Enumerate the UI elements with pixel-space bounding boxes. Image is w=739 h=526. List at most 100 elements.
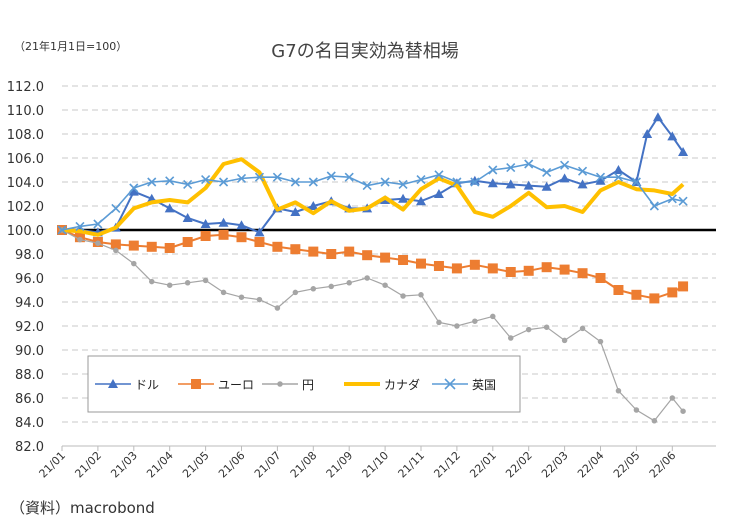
legend-label: 円 — [302, 378, 314, 392]
legend-label: 英国 — [472, 378, 496, 392]
data-point — [559, 264, 570, 275]
legend-label: ドル — [135, 378, 159, 392]
data-point — [202, 277, 209, 284]
data-point — [505, 267, 516, 277]
x-tick-label: 22/01 — [467, 449, 499, 481]
data-point — [398, 193, 409, 203]
data-point — [128, 186, 139, 196]
legend: ドル ユーロ 円 カナダ 英国 — [87, 355, 521, 413]
data-point — [344, 246, 355, 257]
data-point — [200, 231, 211, 241]
data-point — [147, 177, 157, 187]
data-point — [308, 246, 319, 257]
data-point — [77, 236, 83, 243]
data-point — [238, 294, 245, 300]
data-point — [559, 173, 570, 183]
data-point — [328, 283, 334, 290]
data-point — [506, 163, 516, 173]
data-point — [669, 395, 676, 401]
data-point — [290, 244, 301, 255]
data-point — [254, 237, 265, 247]
data-point — [678, 281, 689, 292]
data-point — [200, 219, 211, 228]
y-tick-label: 84.0 — [15, 416, 44, 431]
data-point — [451, 263, 462, 274]
data-point — [613, 165, 624, 174]
data-point — [254, 172, 265, 182]
data-point — [236, 220, 247, 230]
data-point — [680, 408, 686, 414]
data-point — [416, 175, 426, 185]
data-point — [444, 378, 456, 390]
series-カナダ — [61, 157, 685, 237]
data-point — [523, 180, 534, 190]
data-point — [218, 217, 229, 227]
data-point — [652, 112, 663, 122]
y-tick-label: 86.0 — [15, 392, 44, 407]
data-point — [272, 172, 282, 182]
data-point — [470, 177, 480, 187]
y-tick-label: 104.0 — [7, 176, 44, 191]
data-point — [631, 177, 641, 187]
legend-label: カナダ — [384, 377, 420, 392]
data-point — [218, 229, 229, 240]
data-point — [577, 268, 588, 279]
data-point — [292, 289, 299, 296]
data-point — [382, 282, 388, 288]
x-tick-label: 21/12 — [431, 449, 463, 481]
series-line — [61, 229, 684, 422]
x-tick-label: 21/07 — [252, 449, 284, 481]
data-point — [454, 323, 460, 329]
x-tick-label: 22/04 — [575, 449, 607, 481]
data-point — [108, 379, 118, 388]
data-point — [523, 265, 534, 276]
source-note: （資料）macrobond — [10, 499, 155, 517]
data-point — [277, 381, 283, 387]
data-point — [667, 287, 678, 298]
x-tick-label: 22/05 — [611, 449, 643, 481]
data-point — [667, 194, 677, 204]
data-point — [149, 278, 155, 285]
series-line — [61, 157, 685, 237]
data-point — [110, 239, 121, 250]
data-point — [93, 219, 103, 229]
y-tick-label: 88.0 — [15, 368, 44, 383]
y-tick-label: 94.0 — [15, 296, 44, 311]
data-point — [433, 189, 444, 198]
series-ユーロ — [57, 225, 689, 304]
data-point — [380, 177, 390, 187]
data-point — [649, 293, 660, 304]
data-point — [613, 285, 624, 295]
data-point — [667, 131, 678, 141]
data-point — [164, 203, 175, 213]
y-tick-label: 108.0 — [7, 128, 44, 143]
data-point — [543, 324, 550, 330]
data-point — [678, 196, 688, 206]
series-円 — [59, 227, 686, 424]
x-tick-label: 21/06 — [216, 449, 248, 481]
data-point — [182, 237, 193, 247]
y-tick-label: 98.0 — [15, 248, 44, 263]
data-point — [364, 275, 370, 281]
data-point — [490, 313, 496, 320]
y-tick-label: 102.0 — [7, 200, 44, 215]
x-tick-label: 22/03 — [539, 449, 571, 481]
data-point — [560, 160, 570, 170]
x-axis-ticks: 21/01 21/02 21/03 21/04 21/05 21/06 21/07 21/08… — [37, 445, 716, 481]
series-layer — [57, 112, 689, 424]
data-point — [290, 177, 300, 187]
data-point — [308, 177, 318, 187]
data-point — [362, 181, 372, 191]
data-point — [487, 178, 498, 188]
data-point — [508, 335, 514, 341]
data-point — [418, 292, 424, 298]
data-point — [642, 129, 653, 138]
y-tick-label: 100.0 — [7, 224, 44, 239]
data-point — [290, 207, 301, 216]
data-point — [128, 240, 139, 251]
data-point — [131, 260, 137, 267]
chart-base-note: （21年1月1日=100） — [14, 39, 127, 53]
data-point — [310, 286, 317, 292]
data-point — [595, 273, 606, 283]
data-point — [201, 175, 211, 185]
